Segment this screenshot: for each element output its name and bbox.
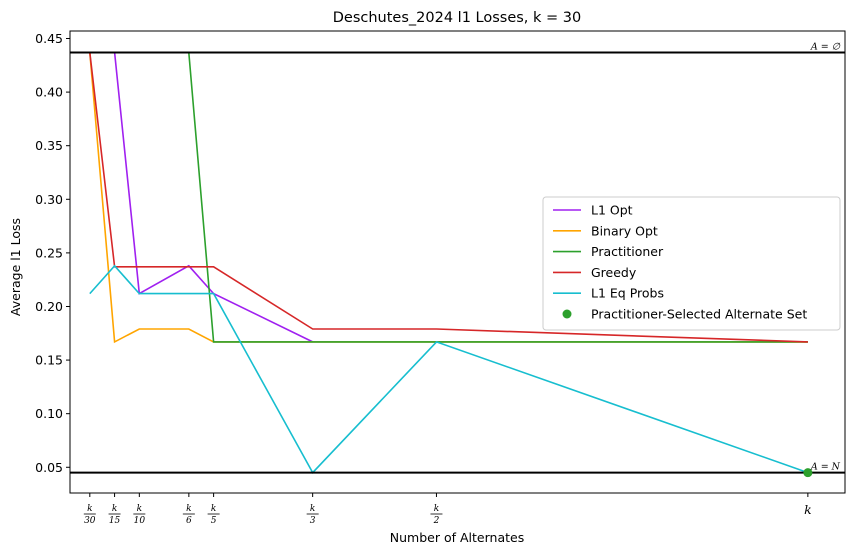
chart-title: Deschutes_2024 l1 Losses, k = 30 (333, 10, 582, 26)
series-line-l1-eq-probs (89, 264, 809, 474)
x-tick-label-numerator: k (186, 504, 191, 514)
x-tick-label-denominator: 15 (109, 516, 121, 526)
x-tick-label-denominator: 6 (186, 516, 192, 526)
y-tick-label: 0.40 (35, 85, 63, 100)
y-tick-label: 0.15 (35, 353, 63, 368)
reference-line-label: A = ∅ (810, 41, 841, 52)
x-tick-label-numerator: k (87, 504, 92, 514)
x-tick-label-numerator: k (434, 504, 439, 514)
plot-frame (69, 30, 846, 494)
y-tick-label: 0.05 (35, 460, 63, 475)
y-axis-title: Average l1 Loss (8, 218, 23, 316)
x-tick-label-numerator: k (310, 504, 315, 514)
y-tick-label: 0.45 (35, 31, 63, 46)
x-axis-title: Number of Alternates (390, 530, 524, 545)
y-tick-label: 0.20 (35, 299, 63, 314)
legend-box (542, 196, 841, 331)
x-tick-label-denominator: 30 (84, 516, 96, 526)
x-tick-label-numerator: k (112, 504, 117, 514)
x-tick-label-denominator: 3 (310, 516, 316, 526)
x-tick-label-denominator: 10 (134, 516, 146, 526)
legend-label: Binary Opt (591, 223, 658, 238)
x-tick-label-denominator: 5 (211, 516, 217, 526)
legend-label: Greedy (591, 265, 637, 280)
series-line-greedy (89, 52, 808, 343)
reference-line-label: A = N (810, 462, 841, 473)
x-tick-label-numerator: k (211, 504, 216, 514)
y-tick-label: 0.30 (35, 192, 63, 207)
legend-label: L1 Eq Probs (591, 286, 664, 301)
legend-label: L1 Opt (591, 203, 633, 218)
y-tick-label: 0.10 (35, 406, 63, 421)
y-tick-label: 0.25 (35, 245, 63, 260)
series-lines (89, 52, 809, 474)
plot-area: A = ∅ A = N 0.05 0.10 0.15 0.20 0.25 0.30 0.35 0.… (35, 30, 846, 526)
y-tick-label: 0.35 (35, 138, 63, 153)
legend: L1 Opt Binary Opt Practitioner Greedy L1 Eq … (542, 196, 841, 331)
series-line-practitioner (188, 52, 808, 343)
series-line-l1-opt (113, 52, 314, 343)
x-tick-label-denominator: 2 (433, 516, 440, 526)
x-tick-label: k (804, 502, 812, 517)
legend-swatch-point (562, 309, 572, 319)
legend-label: Practitioner-Selected Alternate Set (591, 307, 807, 322)
practitioner-selected-point (803, 468, 813, 478)
legend-label: Practitioner (591, 244, 664, 259)
x-tick-label-numerator: k (137, 504, 142, 514)
